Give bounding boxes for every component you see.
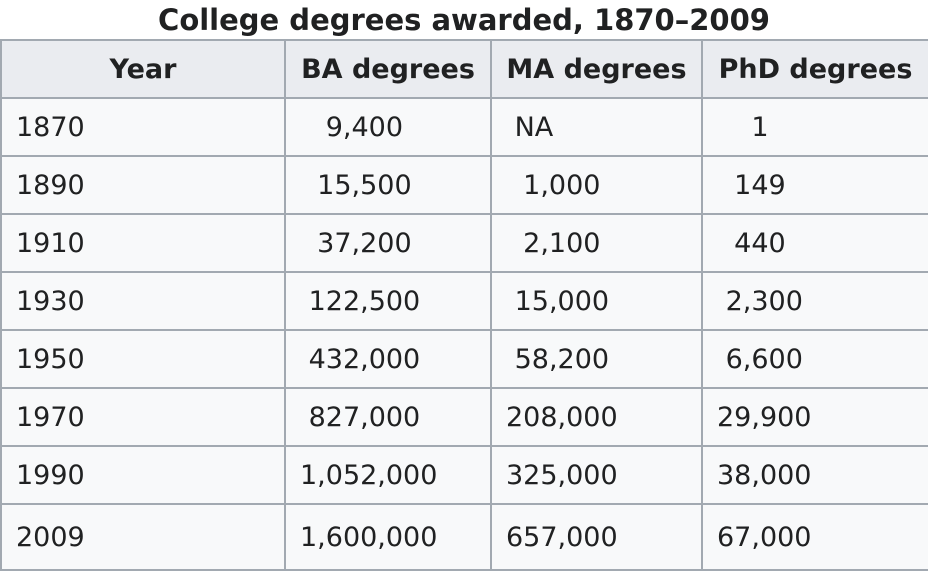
header-row: Year BA degrees MA degrees PhD degrees xyxy=(0,39,928,99)
column-header-phd-degrees: PhD degrees xyxy=(701,39,928,99)
table-title: College degrees awarded, 1870–2009 xyxy=(158,2,770,37)
table-row: 1930 122,500 15,000 2,300 xyxy=(0,271,928,331)
cell-ma: 657,000 xyxy=(490,503,703,571)
cell-phd: 38,000 xyxy=(701,445,928,505)
cell-ba: 432,000 xyxy=(284,329,492,389)
degrees-table: Year BA degrees MA degrees PhD degrees 1… xyxy=(0,39,928,571)
cell-year: 1930 xyxy=(0,271,286,331)
cell-ma: 208,000 xyxy=(490,387,703,447)
table-row: 1970 827,000 208,000 29,900 xyxy=(0,387,928,447)
table-row: 1870 9,400 NA 1 xyxy=(0,97,928,157)
cell-phd: 67,000 xyxy=(701,503,928,571)
table-row: 1990 1,052,000 325,000 38,000 xyxy=(0,445,928,505)
cell-year: 2009 xyxy=(0,503,286,571)
cell-ma: 1,000 xyxy=(490,155,703,215)
cell-phd: 149 xyxy=(701,155,928,215)
cell-year: 1970 xyxy=(0,387,286,447)
cell-phd: 2,300 xyxy=(701,271,928,331)
column-header-year: Year xyxy=(0,39,286,99)
cell-ma: 15,000 xyxy=(490,271,703,331)
cell-ba: 1,600,000 xyxy=(284,503,492,571)
table-row: 2009 1,600,000 657,000 67,000 xyxy=(0,503,928,571)
cell-ba: 9,400 xyxy=(284,97,492,157)
cell-ba: 122,500 xyxy=(284,271,492,331)
column-header-ba-degrees: BA degrees xyxy=(284,39,492,99)
cell-ba: 37,200 xyxy=(284,213,492,273)
cell-year: 1910 xyxy=(0,213,286,273)
cell-ba: 15,500 xyxy=(284,155,492,215)
cell-ba: 827,000 xyxy=(284,387,492,447)
table-row: 1950 432,000 58,200 6,600 xyxy=(0,329,928,389)
cell-year: 1870 xyxy=(0,97,286,157)
cell-ma: NA xyxy=(490,97,703,157)
cell-ma: 2,100 xyxy=(490,213,703,273)
column-header-ma-degrees: MA degrees xyxy=(490,39,703,99)
cell-year: 1950 xyxy=(0,329,286,389)
cell-year: 1890 xyxy=(0,155,286,215)
cell-ma: 58,200 xyxy=(490,329,703,389)
cell-phd: 440 xyxy=(701,213,928,273)
cell-phd: 29,900 xyxy=(701,387,928,447)
cell-year: 1990 xyxy=(0,445,286,505)
cell-ba: 1,052,000 xyxy=(284,445,492,505)
cell-phd: 1 xyxy=(701,97,928,157)
cell-phd: 6,600 xyxy=(701,329,928,389)
cell-ma: 325,000 xyxy=(490,445,703,505)
table-row: 1890 15,500 1,000 149 xyxy=(0,155,928,215)
table-row: 1910 37,200 2,100 440 xyxy=(0,213,928,273)
